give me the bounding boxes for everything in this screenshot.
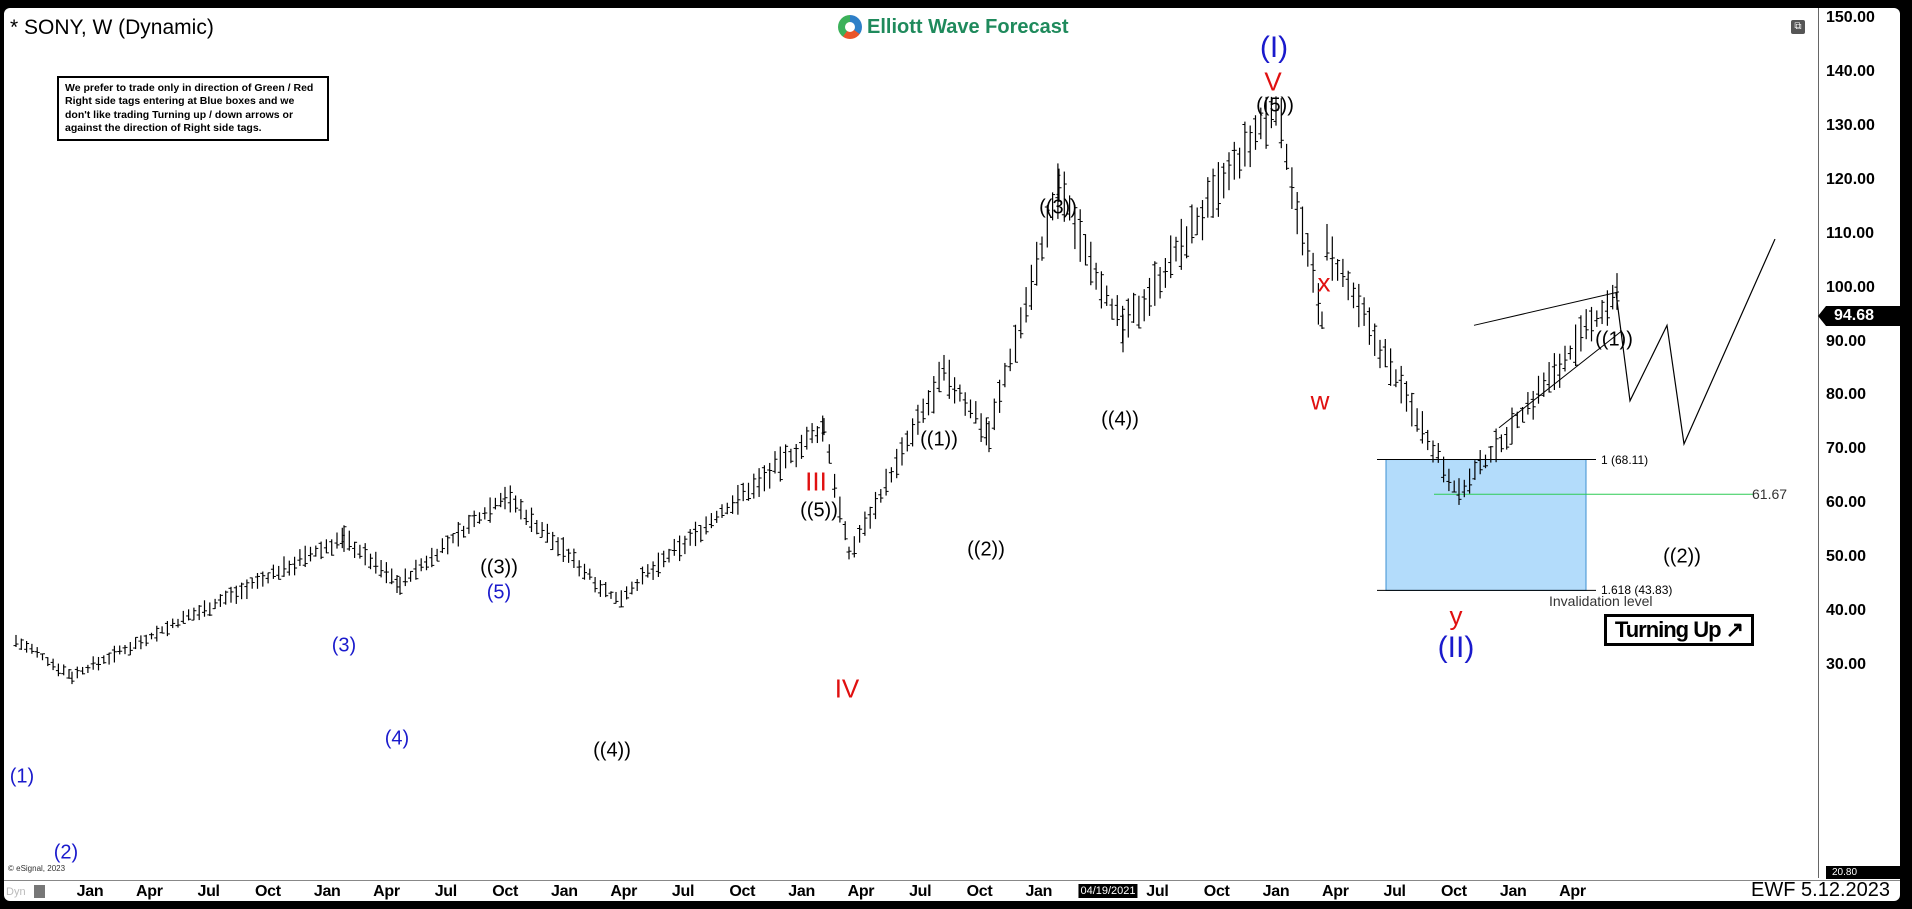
restore-window-icon[interactable]: ⧉	[1791, 20, 1805, 34]
wave-label: III	[805, 466, 827, 497]
time-tick: Jan	[1025, 883, 1053, 900]
chart-window: * SONY, W (Dynamic) We prefer to trade o…	[4, 8, 1900, 901]
time-tick: Oct	[255, 883, 281, 900]
time-tick: Apr	[373, 883, 400, 900]
time-tick: Oct	[966, 883, 993, 900]
time-tick: Oct	[492, 883, 518, 900]
fib-1618-label: 1.618 (43.83)	[1601, 583, 1673, 598]
dyn-label: Dyn	[6, 886, 26, 898]
last-price-tag: 94.68	[1818, 306, 1900, 327]
price-tick: 100.00	[1826, 278, 1875, 296]
price-tick: 140.00	[1826, 62, 1875, 80]
ewf-date-stamp: EWF 5.12.2023	[1751, 879, 1890, 901]
brand-logo-block: Elliott Wave Forecast	[838, 15, 1069, 39]
wave-label: ((3))	[1039, 196, 1077, 219]
wave-label: (I)	[1259, 31, 1289, 64]
time-tick: Jul	[1146, 883, 1169, 900]
time-tick: Jan	[551, 883, 578, 900]
wave-label: ((5))	[800, 499, 838, 522]
price-tick: 90.00	[1826, 332, 1867, 350]
time-tick: Apr	[847, 883, 875, 900]
price-tick: 120.00	[1826, 170, 1875, 188]
time-tick: Jan	[788, 883, 815, 900]
turning-up-badge: Turning Up ↗	[1604, 614, 1754, 646]
time-tick: Apr	[1321, 883, 1349, 900]
wave-label: ((3))	[480, 556, 518, 579]
price-tick: 110.00	[1826, 224, 1875, 242]
price-bars	[13, 96, 1776, 685]
time-tick: Jul	[434, 883, 458, 900]
wave-label: (5)	[486, 581, 512, 604]
wave-label: (1)	[9, 765, 35, 788]
wave-label: (2)	[53, 841, 79, 864]
time-axis[interactable]: Dyn Jan Apr Jul Oct Jan Apr Jul Oct Jan Apr Jul Oct…	[4, 880, 1900, 901]
wave-label: (II)	[1437, 631, 1475, 664]
invalidation-value: 61.67	[1752, 486, 1788, 503]
time-tick: Jul	[671, 883, 695, 900]
wave-label: y	[1449, 600, 1463, 631]
invalidation-label: Invalidation level	[1549, 593, 1653, 609]
wave-label: V	[1264, 66, 1282, 97]
wave-label: x	[1317, 267, 1331, 298]
time-tick: Apr	[1559, 883, 1586, 900]
wave-label: (4)	[384, 727, 410, 750]
wave-label: ((4))	[1101, 408, 1139, 431]
cursor-date: 04/19/2021	[1078, 884, 1138, 898]
time-tick: Oct	[1441, 883, 1467, 900]
wave-label: ((5))	[1256, 94, 1294, 117]
fib-1-label: 1 (68.11)	[1601, 452, 1649, 467]
price-tick: 30.00	[1826, 656, 1867, 673]
time-tick: Jul	[197, 883, 220, 900]
wave-label: ((1))	[920, 428, 958, 451]
wave-label: ((2))	[967, 538, 1005, 561]
time-tick: Apr	[610, 883, 638, 900]
time-tick: Jan	[1499, 883, 1527, 900]
low-price-tag: 20.80	[1826, 866, 1900, 879]
price-tick: 50.00	[1826, 548, 1867, 566]
price-tick: 40.00	[1826, 602, 1867, 620]
wave-label: ((1))	[1595, 328, 1633, 351]
brand-name: Elliott Wave Forecast	[867, 15, 1069, 38]
time-tick: Oct	[729, 883, 756, 900]
price-tick: 60.00	[1826, 494, 1867, 512]
time-tick: Jan	[1262, 883, 1290, 900]
lock-icon[interactable]	[34, 885, 45, 898]
copyright: © eSignal, 2023	[8, 864, 66, 873]
wave-label: ((2))	[1663, 545, 1701, 568]
chart-title: * SONY, W (Dynamic)	[10, 16, 214, 39]
brand-logo-icon	[838, 15, 862, 39]
price-tick: 70.00	[1826, 440, 1867, 458]
price-tick: 150.00	[1826, 9, 1875, 26]
price-tick: 130.00	[1826, 116, 1875, 134]
wave-label: IV	[834, 673, 860, 704]
time-tick: Jul	[909, 883, 932, 900]
price-chart-area[interactable]	[4, 8, 1824, 878]
time-tick: Jul	[1383, 883, 1406, 900]
price-tick: 80.00	[1826, 386, 1867, 404]
time-tick: Oct	[1203, 883, 1230, 900]
wave-label: ((4))	[593, 739, 631, 762]
time-tick: Apr	[135, 883, 163, 900]
wave-label: (3)	[331, 634, 357, 657]
wave-label: w	[1310, 385, 1330, 416]
time-tick: Jan	[76, 883, 104, 900]
price-axis[interactable]	[1818, 8, 1900, 878]
time-tick: Jan	[313, 883, 341, 900]
trading-note: We prefer to trade only in direction of …	[57, 76, 329, 142]
